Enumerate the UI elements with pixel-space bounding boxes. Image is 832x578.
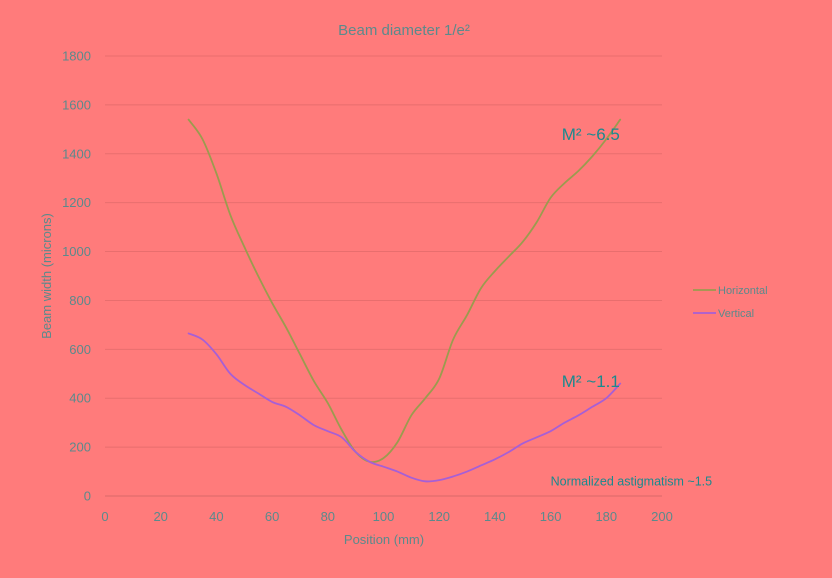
x-tick-label: 140 [484,509,506,524]
y-tick-label: 200 [69,440,91,455]
series-line-vertical [187,332,622,483]
series-line-horizontal [187,118,622,463]
x-tick-label: 120 [428,509,450,524]
x-tick-label: 60 [265,509,279,524]
x-tick-labels: 0 20 40 60 80 100 120 140 160 180 200 [101,509,672,524]
y-tick-label: 0 [84,489,91,504]
legend-label-horizontal: Horizontal [718,285,768,297]
x-tick-label: 80 [321,509,335,524]
annotations: M² ~6.5 M² ~1.1 Normalized astigmatism ~1.… [551,125,713,488]
annotation-m2-horizontal: M² ~6.5 [562,125,620,144]
annotation-astigmatism: Normalized astigmatism ~1.5 [551,474,713,488]
legend-label-vertical: Vertical [718,308,754,320]
x-tick-label: 200 [651,509,673,524]
y-tick-labels: 0 200 400 600 800 1000 1200 1400 1600 1800 [62,49,91,504]
chart-title: Beam diameter 1/e² [338,22,470,39]
y-tick-label: 600 [69,342,91,357]
y-tick-label: 1000 [62,244,91,259]
y-tick-label: 400 [69,391,91,406]
legend: Horizontal Vertical [693,285,768,320]
annotation-m2-vertical: M² ~1.1 [562,372,620,391]
y-tick-label: 800 [69,293,91,308]
y-tick-label: 1600 [62,97,91,112]
x-tick-label: 160 [540,509,562,524]
series-lines [187,118,622,483]
x-tick-label: 40 [209,509,223,524]
x-tick-label: 0 [101,509,108,524]
y-axis-title: Beam width (microns) [39,213,54,339]
y-tick-label: 1800 [62,49,91,64]
y-tick-label: 1400 [62,146,91,161]
x-tick-label: 180 [595,509,617,524]
x-tick-label: 20 [153,509,167,524]
y-tick-label: 1200 [62,195,91,210]
gridlines [105,55,662,448]
x-axis-title: Position (mm) [344,532,424,547]
x-tick-label: 100 [373,509,395,524]
